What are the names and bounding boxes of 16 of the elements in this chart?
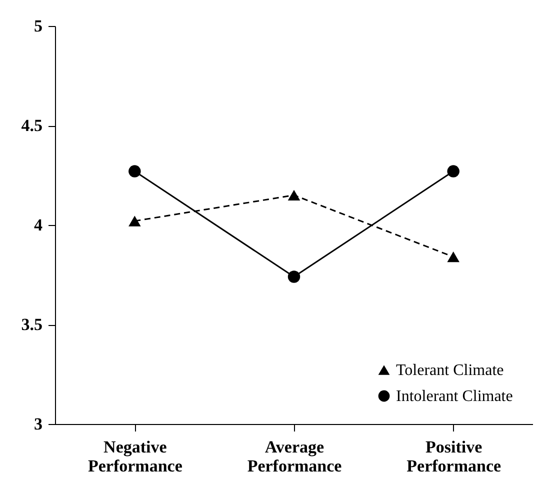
point: [288, 190, 300, 200]
legend-label: Tolerant Climate: [396, 362, 504, 379]
x-tick-label: Average Performance: [247, 438, 342, 476]
point: [128, 165, 141, 178]
legend-label: Intolerant Climate: [396, 388, 513, 405]
y-tick-label: 5: [34, 16, 42, 36]
y-tick-label: 3.5: [21, 315, 42, 334]
point: [447, 165, 460, 178]
y-tick-label: 3: [34, 414, 42, 434]
point: [288, 270, 300, 283]
point: [447, 252, 460, 262]
y-tick-label: 4.5: [21, 116, 42, 135]
point: [128, 216, 141, 226]
x-tick-label: Negative Performance: [88, 438, 183, 476]
y-tick-label: 4: [34, 216, 43, 234]
x-tick-label: Positive Performance: [406, 438, 502, 476]
